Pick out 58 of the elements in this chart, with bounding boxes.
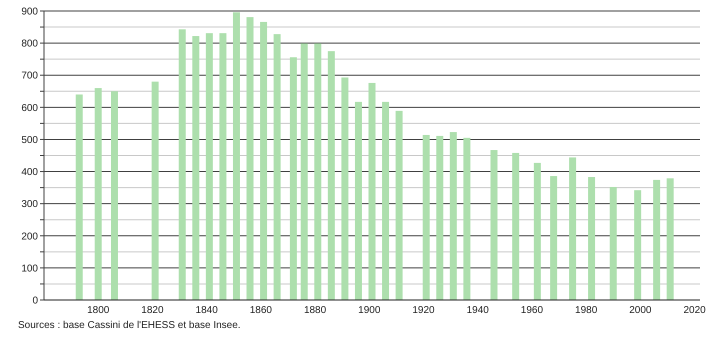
bar: [634, 190, 642, 300]
y-tick-label: 300: [21, 199, 38, 210]
bar: [94, 88, 102, 300]
y-tick-label: 400: [21, 167, 38, 178]
y-tick-label: 0: [32, 296, 38, 306]
y-tick-label: 900: [21, 6, 38, 18]
bar: [178, 29, 186, 300]
x-tick-label: 1900: [358, 305, 381, 316]
x-tick-label: 1920: [412, 305, 436, 316]
bar: [152, 82, 159, 300]
bar: [588, 177, 596, 300]
y-tick-label: 100: [21, 263, 38, 274]
x-tick-label: 1880: [304, 305, 327, 316]
bar: [328, 51, 335, 300]
bar: [354, 102, 362, 300]
bar: [274, 34, 281, 300]
bar: [300, 43, 308, 300]
y-tick-label: 600: [21, 102, 38, 114]
bar: [666, 178, 674, 300]
bar: [534, 162, 541, 300]
bar: [610, 186, 617, 300]
x-tick-label: 1860: [250, 305, 272, 316]
bar: [463, 138, 470, 300]
x-tick-label: 1820: [141, 305, 164, 316]
y-tick-label: 800: [21, 38, 38, 50]
bar: [512, 152, 520, 300]
x-tick-label: 2020: [683, 305, 706, 316]
bar: [246, 17, 254, 300]
bar: [436, 136, 444, 300]
bar: [192, 36, 200, 300]
x-tick-label: 1840: [196, 305, 218, 316]
x-tick-label: 1960: [520, 305, 544, 316]
bar: [422, 134, 430, 300]
bar: [382, 102, 390, 300]
bar: [110, 91, 118, 300]
bar: [314, 43, 322, 300]
bar: [368, 82, 376, 300]
bar: [76, 94, 83, 300]
bar: [569, 157, 576, 300]
bar: [490, 150, 498, 300]
bar: [341, 77, 348, 300]
bar: [232, 12, 240, 300]
bar: [219, 33, 226, 300]
bar: [260, 22, 268, 300]
x-tick-label: 2000: [629, 305, 652, 316]
x-tick-label: 1940: [466, 305, 490, 316]
bar: [396, 110, 403, 300]
bar: [550, 176, 558, 300]
source-note: Sources : base Cassini de l'EHESS et base Insee.: [18, 320, 241, 331]
bar: [206, 33, 213, 300]
x-tick-label: 1980: [575, 305, 598, 316]
y-tick-label: 500: [21, 134, 38, 146]
y-tick-label: 200: [21, 231, 38, 242]
bar: [653, 180, 660, 300]
bar: [450, 132, 457, 300]
x-tick-label: 1800: [87, 305, 110, 316]
bar: [290, 57, 297, 300]
y-tick-label: 700: [21, 70, 38, 82]
